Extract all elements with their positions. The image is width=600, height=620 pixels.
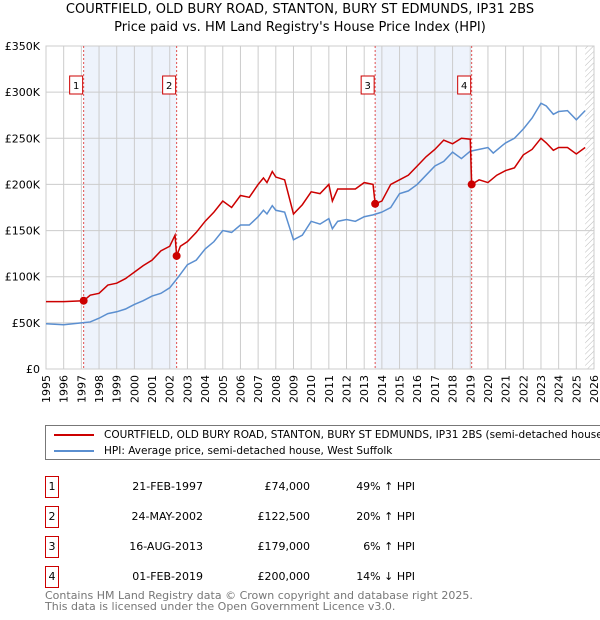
sale-number: 2 — [45, 506, 59, 528]
x-tick-label: 2014 — [376, 375, 389, 403]
sale-number: 3 — [45, 536, 59, 558]
x-tick-label: 2000 — [128, 375, 141, 403]
legend-swatch-red — [54, 434, 94, 436]
x-tick-label: 2025 — [570, 375, 583, 403]
x-tick-label: 2010 — [305, 375, 318, 403]
x-tick-label: 2015 — [394, 375, 407, 403]
sale-date: 24-MAY-2002 — [131, 510, 203, 523]
y-tick-label: £50K — [12, 317, 41, 330]
sale-number: 1 — [45, 476, 59, 498]
sale-hpi-change: 6% ↑ HPI — [363, 540, 415, 553]
x-tick-label: 1999 — [111, 375, 124, 403]
x-tick-label: 2011 — [323, 375, 336, 403]
y-tick-label: £0 — [26, 363, 40, 376]
x-tick-label: 2006 — [234, 375, 247, 403]
plot-frame — [45, 45, 595, 370]
sale-label-box-2 — [162, 75, 177, 95]
y-tick-label: £150K — [5, 225, 41, 238]
sale-date: 21-FEB-1997 — [132, 480, 203, 493]
y-tick-label: £200K — [5, 178, 41, 191]
sale-date: 01-FEB-2019 — [132, 570, 203, 583]
forecast-hatch — [585, 46, 594, 369]
y-tick-label: £250K — [5, 132, 41, 145]
sale-label-4: 4 — [461, 81, 467, 92]
sale-point-3 — [371, 199, 380, 208]
sale-point-4 — [467, 180, 476, 189]
x-tick-label: 2021 — [500, 375, 513, 403]
x-tick-label: 2007 — [252, 375, 265, 403]
sale-date: 16-AUG-2013 — [129, 540, 203, 553]
sale-label-1: 1 — [73, 81, 79, 92]
x-tick-label: 2016 — [411, 375, 424, 403]
sale-price: £179,000 — [257, 540, 311, 553]
x-tick-label: 2001 — [146, 375, 159, 403]
hpi-line — [45, 102, 586, 326]
x-tick-label: 2018 — [447, 375, 460, 403]
y-tick-label: £100K — [5, 271, 41, 284]
legend-swatch-blue — [54, 450, 94, 452]
y-tick-label: £350K — [5, 40, 41, 53]
property-price-line — [46, 137, 586, 303]
legend: COURTFIELD, OLD BURY ROAD, STANTON, BURY… — [45, 425, 600, 460]
sale-point-1 — [79, 296, 88, 305]
sale-label-2: 2 — [166, 81, 172, 92]
sale-label-box-3 — [360, 75, 375, 95]
sale-row: 1 21-FEB-1997 £74,000 49% ↑ HPI — [45, 476, 545, 498]
sale-price: £200,000 — [257, 570, 311, 583]
x-tick-label: 2022 — [517, 375, 530, 403]
legend-label: COURTFIELD, OLD BURY ROAD, STANTON, BURY… — [104, 429, 600, 441]
price-chart: 1995 1996 1997 1998 1999 2000 2001 2002 2003 2004… — [5, 40, 600, 403]
x-tick-label: 2002 — [164, 375, 177, 403]
x-tick-label: 2019 — [464, 375, 477, 403]
x-tick-label: 1998 — [93, 375, 106, 403]
legend-item-property: COURTFIELD, OLD BURY ROAD, STANTON, BURY… — [54, 427, 600, 443]
x-tick-label: 2009 — [287, 375, 300, 403]
sale-row: 3 16-AUG-2013 £179,000 6% ↑ HPI — [45, 536, 545, 558]
x-tick-label: 2008 — [270, 375, 283, 403]
x-tick-label: 2005 — [217, 375, 230, 403]
x-tick-label: 2012 — [341, 375, 354, 403]
x-tick-label: 2024 — [553, 375, 566, 403]
sale-number: 4 — [45, 566, 59, 588]
sale-label-box-4 — [457, 75, 472, 95]
sale-hpi-change: 20% ↑ HPI — [356, 510, 415, 523]
legend-item-hpi: HPI: Average price, semi-detached house,… — [54, 443, 392, 459]
x-tick-label: 2023 — [535, 375, 548, 403]
chart-title: COURTFIELD, OLD BURY ROAD, STANTON, BURY… — [65, 2, 535, 17]
footer-line-2: This data is licensed under the Open Gov… — [45, 600, 396, 613]
sale-label-box-1 — [69, 75, 84, 95]
sale-price: £74,000 — [264, 480, 311, 493]
x-tick-label: 1996 — [58, 375, 71, 403]
x-tick-label: 1995 — [40, 375, 53, 403]
chart-subtitle: Price paid vs. HM Land Registry's House … — [114, 20, 486, 35]
footer: Contains HM Land Registry data © Crown c… — [45, 590, 473, 612]
footer-line-1: Contains HM Land Registry data © Crown c… — [45, 589, 473, 602]
sale-row: 4 01-FEB-2019 £200,000 14% ↓ HPI — [45, 566, 545, 588]
sale-hpi-change: 49% ↑ HPI — [356, 480, 415, 493]
y-tick-label: £300K — [5, 86, 41, 99]
x-tick-label: 2020 — [482, 375, 495, 403]
x-tick-label: 1997 — [75, 375, 88, 403]
sale-label-3: 3 — [364, 81, 370, 92]
sale-row: 2 24-MAY-2002 £122,500 20% ↑ HPI — [45, 506, 545, 528]
sale-point-2 — [172, 251, 181, 260]
sale-price: £122,500 — [257, 510, 311, 523]
x-tick-label: 2017 — [429, 375, 442, 403]
sale-hpi-change: 14% ↓ HPI — [356, 570, 415, 583]
x-tick-label: 2026 — [588, 375, 600, 403]
x-tick-label: 2013 — [358, 375, 371, 403]
x-tick-label: 2004 — [199, 375, 212, 403]
x-tick-label: 2003 — [181, 375, 194, 403]
legend-label: HPI: Average price, semi-detached house,… — [104, 445, 393, 457]
